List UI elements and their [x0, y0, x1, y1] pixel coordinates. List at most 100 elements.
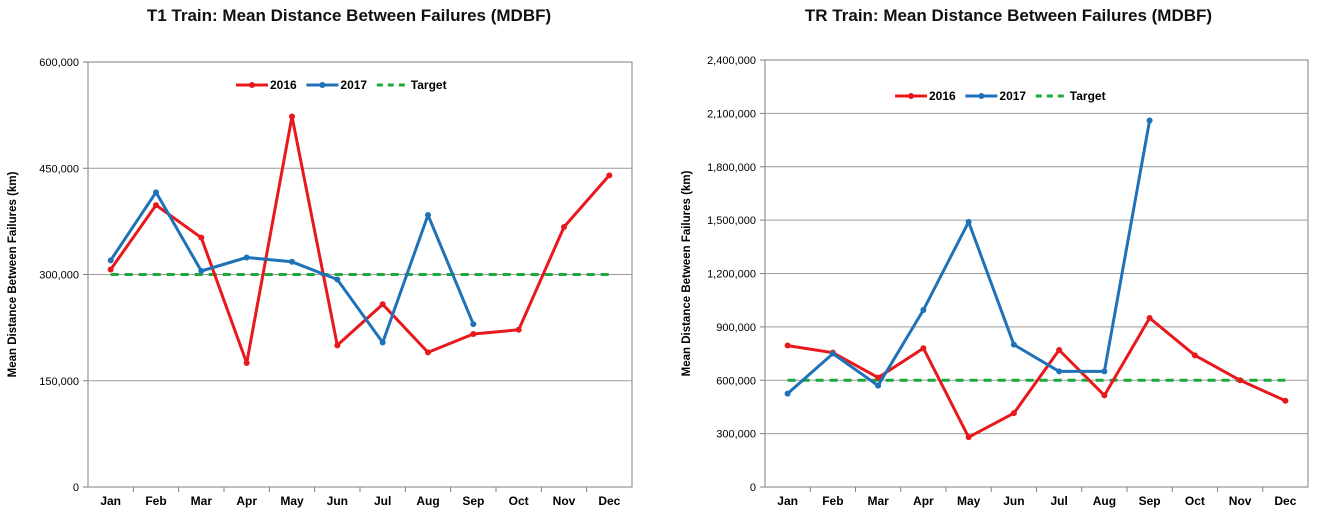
- data-point-2017-apr: [920, 306, 927, 313]
- x-tick-label-aug: Aug: [1093, 494, 1116, 508]
- legend-marker-2016: [249, 82, 255, 88]
- x-tick-label-oct: Oct: [509, 494, 529, 508]
- x-tick-label-nov: Nov: [553, 494, 576, 508]
- x-tick-label-oct: Oct: [1185, 494, 1205, 508]
- x-tick-label-jun: Jun: [1003, 494, 1024, 508]
- legend-item-target: Target: [376, 78, 447, 92]
- y-tick-label: 150,000: [39, 376, 79, 388]
- x-tick-label-may: May: [957, 494, 981, 508]
- data-point-2017-jun: [1010, 341, 1017, 348]
- data-point-2017-sep: [1146, 117, 1153, 124]
- legend-label-2017: 2017: [340, 78, 367, 92]
- chart-plot-svg: 0 300,000 600,000 900,000 1,200,000 1,500,000…: [681, 55, 1309, 508]
- legend-marker-2017: [319, 82, 326, 88]
- x-tick-label-nov: Nov: [1229, 494, 1252, 508]
- legend-item-2017: 2017: [306, 78, 367, 92]
- y-tick-label: 1,500,000: [707, 215, 756, 227]
- y-tick-label: 0: [750, 482, 756, 494]
- data-point-2017-jan: [784, 390, 791, 397]
- data-point-2017-feb: [153, 189, 159, 196]
- data-point-2016-dec: [1282, 397, 1289, 404]
- data-point-2016-jun: [334, 342, 341, 349]
- x-tick-label-mar: Mar: [191, 494, 213, 508]
- data-point-2017-apr: [243, 254, 250, 261]
- data-point-2016-oct: [1191, 352, 1198, 359]
- data-point-2016-jun: [1010, 410, 1017, 417]
- data-point-2017-feb: [829, 350, 836, 357]
- data-point-2017-aug: [1101, 368, 1108, 375]
- x-tick-label-feb: Feb: [145, 494, 166, 508]
- chart-title: TR Train: Mean Distance Between Failures…: [804, 6, 1213, 25]
- data-point-2017-jul: [379, 339, 386, 346]
- data-point-2017-jun: [334, 276, 341, 283]
- data-point-2017-jan: [107, 257, 114, 264]
- series-line-2016: [787, 316, 1287, 439]
- legend-marker-2017: [978, 93, 985, 99]
- series-line-2016: [109, 115, 611, 365]
- data-point-2016-dec: [606, 172, 613, 179]
- data-point-2016-aug: [425, 349, 431, 356]
- y-tick-label: 900,000: [716, 322, 756, 334]
- x-tick-label-aug: Aug: [416, 494, 439, 508]
- data-point-2016-may: [289, 113, 295, 120]
- data-point-2016-jul: [1056, 347, 1063, 354]
- data-point-2016-oct: [515, 326, 522, 333]
- legend-label-2016: 2016: [929, 89, 956, 103]
- x-tick-label-dec: Dec: [598, 494, 620, 508]
- y-axis-label: Mean Distance Between Failures (km): [7, 171, 19, 377]
- x-tick-label-jun: Jun: [327, 494, 348, 508]
- y-tick-label: 600,000: [39, 57, 79, 69]
- x-tick-label-sep: Sep: [462, 494, 484, 508]
- data-point-2016-jan: [107, 266, 114, 273]
- x-tick-label-jan: Jan: [100, 494, 121, 508]
- data-point-2017-may: [965, 218, 972, 225]
- legend-label-2017: 2017: [999, 89, 1026, 103]
- chart-t1-mdbf: T1 Train: Mean Distance Between Failures…: [0, 0, 650, 511]
- x-tick-label-jul: Jul: [1050, 494, 1067, 508]
- data-point-2016-apr: [243, 360, 250, 367]
- data-point-2016-sep: [1146, 314, 1153, 321]
- legend-marker-2016: [908, 93, 914, 99]
- x-tick-label-apr: Apr: [236, 494, 257, 508]
- y-tick-label: 2,100,000: [707, 108, 756, 120]
- data-point-2016-may: [965, 434, 972, 441]
- data-point-2017-mar: [198, 267, 205, 274]
- y-tick-label: 0: [73, 482, 79, 494]
- y-tick-label: 1,200,000: [707, 269, 756, 281]
- data-point-2016-nov: [561, 224, 567, 231]
- y-tick-label: 450,000: [39, 163, 79, 175]
- x-tick-label-dec: Dec: [1274, 494, 1296, 508]
- data-point-2016-sep: [470, 331, 477, 337]
- chart-plot-svg: 0 150,000 300,000 450,000 600,000 Jan Feb Mar Ap…: [7, 57, 633, 508]
- y-axis-label: Mean Distance Between Failures (km): [681, 170, 693, 376]
- y-tick-label: 600,000: [716, 375, 756, 387]
- y-tick-label: 2,400,000: [707, 55, 756, 67]
- y-tick-label: 1,800,000: [707, 162, 756, 174]
- data-point-2017-jul: [1056, 368, 1063, 375]
- data-point-2016-mar: [198, 234, 205, 241]
- data-point-2016-apr: [920, 345, 927, 352]
- x-tick-label-feb: Feb: [822, 494, 843, 508]
- chart-tr-mdbf: TR Train: Mean Distance Between Failures…: [660, 0, 1317, 511]
- legend-item-target: Target: [1035, 89, 1106, 103]
- x-tick-label-jul: Jul: [374, 494, 391, 508]
- data-point-2016-jan: [784, 342, 791, 349]
- x-tick-label-jan: Jan: [777, 494, 798, 508]
- legend-label-target: Target: [411, 78, 447, 92]
- legend-item-2017: 2017: [965, 89, 1026, 103]
- x-tick-label-apr: Apr: [913, 494, 934, 508]
- data-point-2017-may: [289, 258, 295, 265]
- legend-item-2016: 2016: [895, 89, 956, 103]
- x-tick-label-may: May: [280, 494, 304, 508]
- data-point-2017-aug: [425, 212, 431, 218]
- x-tick-label-sep: Sep: [1139, 494, 1161, 508]
- legend-label-target: Target: [1070, 89, 1106, 103]
- chart-title: T1 Train: Mean Distance Between Failures…: [146, 6, 552, 25]
- y-tick-label: 300,000: [716, 429, 756, 441]
- x-tick-label-mar: Mar: [867, 494, 889, 508]
- data-point-2016-aug: [1101, 392, 1108, 399]
- y-tick-label: 300,000: [39, 270, 79, 282]
- data-point-2016-nov: [1237, 377, 1244, 384]
- legend-item-2016: 2016: [236, 78, 297, 92]
- data-point-2017-sep: [470, 321, 477, 328]
